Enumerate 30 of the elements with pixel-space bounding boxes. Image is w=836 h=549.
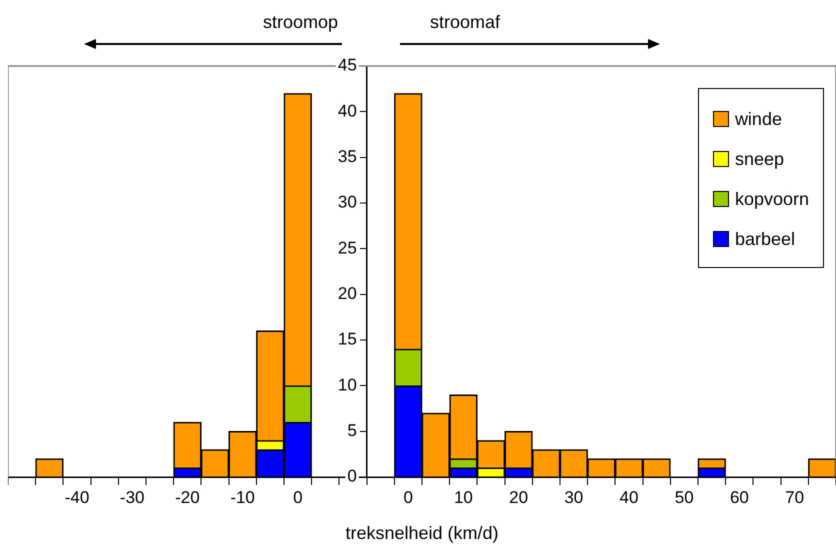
x-tick-label: -30 — [120, 488, 144, 507]
legend-label: sneep — [734, 148, 784, 170]
x-tick-label: 50 — [674, 488, 694, 507]
x-axis-title: treksnelheid (km/d) — [345, 523, 499, 544]
x-tick-label: 70 — [785, 488, 804, 507]
x-tick-label: 10 — [454, 488, 473, 507]
y-tick-label: 25 — [338, 238, 357, 258]
y-tick-label: 30 — [338, 192, 357, 212]
legend-label: winde — [734, 108, 782, 130]
x-tick-label: -20 — [175, 488, 200, 507]
x-tick-label: 40 — [620, 488, 638, 507]
y-tick-label: 20 — [338, 284, 357, 304]
x-tick-label: -40 — [64, 488, 90, 507]
y-tick-label: 5 — [347, 421, 357, 440]
y-tick-label: 10 — [338, 375, 357, 394]
legend-label: barbeel — [734, 228, 795, 250]
y-tick-label: 15 — [338, 330, 357, 349]
x-tick-label: 20 — [509, 488, 528, 507]
text: stroomop — [262, 12, 338, 33]
y-tick-label: 45 — [338, 56, 357, 75]
text: stroomaf — [430, 12, 500, 33]
y-tick-label: 0 — [347, 466, 357, 486]
x-tick-label: -10 — [230, 488, 255, 507]
x-tick-label: 0 — [403, 488, 413, 507]
y-tick-label: 35 — [338, 147, 357, 166]
x-tick-label: 0 — [293, 488, 303, 507]
x-tick-label: 30 — [564, 488, 584, 507]
y-tick-label: 40 — [338, 101, 357, 120]
x-tick-label: 60 — [730, 488, 749, 507]
legend-label: kopvoorn — [734, 188, 809, 210]
